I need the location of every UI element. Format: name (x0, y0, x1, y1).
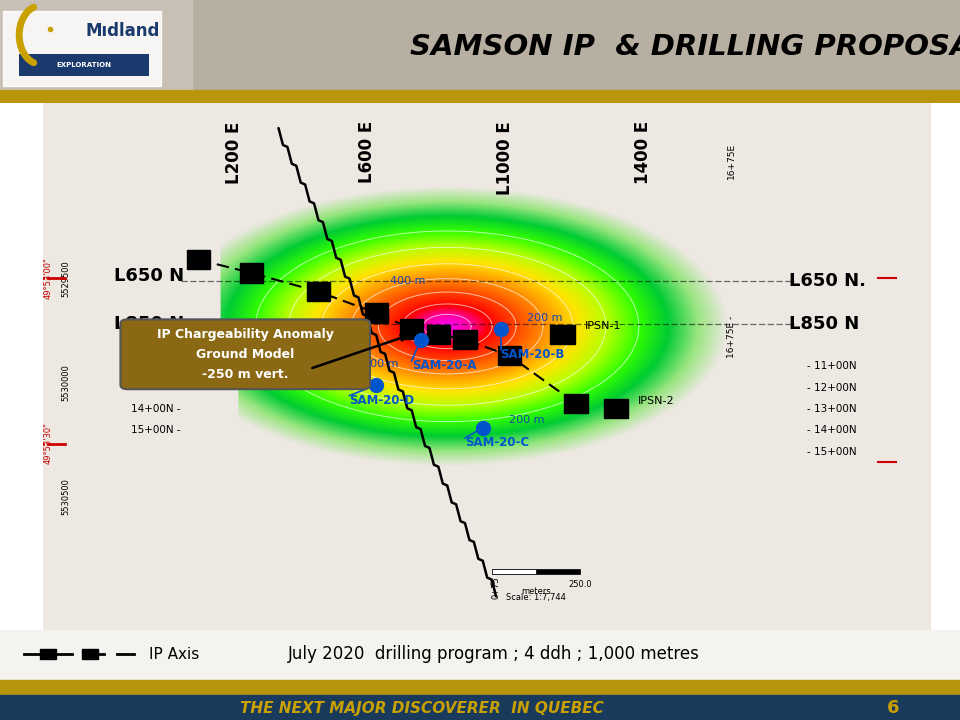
Text: July 2020  drilling program ; 4 ddh ; 1,000 metres: July 2020 drilling program ; 4 ddh ; 1,0… (288, 645, 700, 663)
Text: Mıdland: Mıdland (85, 22, 159, 40)
Bar (187, 250, 210, 269)
Text: 16+75E: 16+75E (727, 143, 736, 179)
Text: L650 N.: L650 N. (789, 272, 866, 290)
FancyBboxPatch shape (120, 320, 370, 390)
Text: 400 m: 400 m (390, 276, 425, 286)
Text: 250.0: 250.0 (568, 580, 592, 590)
Bar (604, 400, 629, 418)
Text: L850 N: L850 N (114, 315, 184, 333)
Bar (400, 320, 423, 338)
Text: 1400 E: 1400 E (634, 121, 652, 184)
Text: 15+00N -: 15+00N - (132, 426, 180, 435)
Bar (365, 303, 388, 323)
Text: 5529500: 5529500 (60, 260, 70, 297)
Text: 14+00N -: 14+00N - (132, 404, 180, 414)
Bar (564, 394, 588, 413)
Text: - 11+00N: - 11+00N (806, 361, 856, 372)
Text: Scale: 1:7,744: Scale: 1:7,744 (506, 593, 566, 602)
Text: meters: meters (521, 587, 551, 596)
Bar (0, 630, 960, 680)
Bar (307, 282, 330, 301)
Text: L650 N: L650 N (114, 266, 184, 284)
Text: - 14+00N: - 14+00N (806, 426, 856, 435)
Text: 0: 0 (489, 580, 494, 590)
Text: EXPLORATION: EXPLORATION (56, 62, 111, 68)
Text: 200 m: 200 m (527, 313, 563, 323)
Bar (240, 264, 263, 283)
Bar (453, 330, 476, 349)
Text: IPSN-1: IPSN-1 (585, 321, 621, 331)
Bar (40, 649, 57, 660)
Bar (492, 569, 581, 574)
Bar (19, 55, 149, 76)
Bar (0, 91, 960, 97)
Bar (550, 325, 575, 344)
Bar (498, 346, 521, 365)
Text: 0+75W: 0+75W (274, 347, 283, 380)
Text: IP Axis: IP Axis (149, 647, 199, 662)
Text: SAM-20-D: SAM-20-D (349, 394, 415, 407)
Text: 49°53'00": 49°53'00" (43, 258, 52, 300)
Text: SAM-20-C: SAM-20-C (465, 436, 529, 449)
Bar (0, 0, 192, 89)
Text: - 12+00N: - 12+00N (806, 382, 856, 392)
Text: L600 E: L600 E (358, 121, 376, 184)
Text: IP Chargeability Anomaly
Ground Model
-250 m vert.: IP Chargeability Anomaly Ground Model -2… (156, 328, 334, 381)
Bar (492, 569, 536, 574)
Text: 200 m: 200 m (363, 359, 398, 369)
Text: SAMSON IP  & DRILLING PROPOSAL: SAMSON IP & DRILLING PROPOSAL (410, 32, 960, 60)
Text: 5530000: 5530000 (60, 364, 70, 401)
Text: 200 m: 200 m (510, 415, 545, 425)
Text: 5530500: 5530500 (60, 478, 70, 516)
Bar (0, 680, 960, 695)
Text: 0+75: 0+75 (492, 576, 500, 599)
Text: SAM-20-A: SAM-20-A (412, 359, 476, 372)
Bar (82, 649, 98, 660)
Text: THE NEXT MAJOR DISCOVERER  IN QUEBEC: THE NEXT MAJOR DISCOVERER IN QUEBEC (240, 701, 605, 716)
Bar (0, 695, 960, 720)
FancyBboxPatch shape (3, 12, 161, 86)
Text: SAM-20-B: SAM-20-B (500, 348, 564, 361)
Text: 6: 6 (886, 699, 900, 717)
Text: L200 E: L200 E (225, 121, 243, 184)
Text: 49°53'30": 49°53'30" (43, 423, 52, 464)
Bar (427, 325, 450, 344)
Text: L850 N: L850 N (789, 315, 859, 333)
Text: IPSN-2: IPSN-2 (638, 395, 675, 405)
Text: L1000 E: L1000 E (496, 121, 514, 195)
Text: 16+75E -: 16+75E - (727, 316, 736, 358)
Text: - 15+00N: - 15+00N (806, 446, 856, 456)
Text: - 13+00N: - 13+00N (806, 404, 856, 414)
